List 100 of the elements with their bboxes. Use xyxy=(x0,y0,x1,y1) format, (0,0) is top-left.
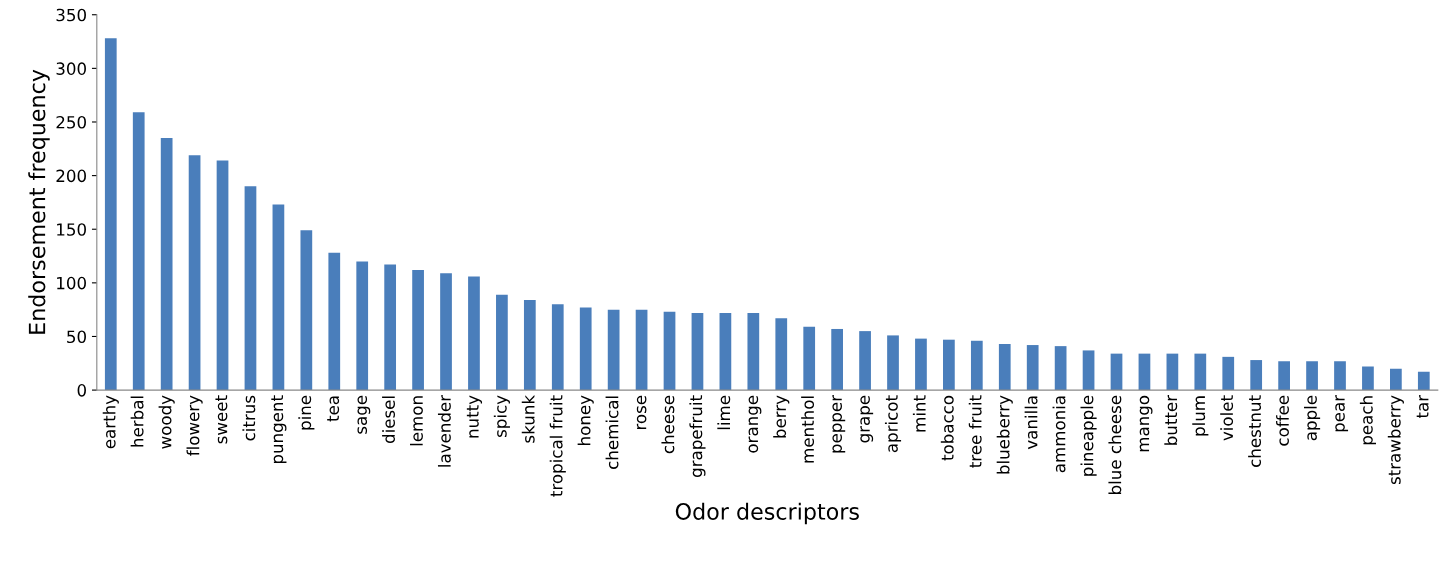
x-tick-label: nutty xyxy=(466,395,483,438)
bar xyxy=(663,311,676,391)
x-tick-label: herbal xyxy=(130,396,144,447)
x-tick-label: tree fruit xyxy=(968,395,982,468)
bar xyxy=(1194,353,1207,391)
bar xyxy=(412,269,424,391)
bar xyxy=(551,304,564,391)
y-tick-label: 350 xyxy=(56,8,86,22)
x-tick-label: tropical fruit xyxy=(549,395,566,497)
bar xyxy=(1306,361,1318,391)
bar xyxy=(1390,368,1402,391)
bar xyxy=(719,312,732,391)
bar xyxy=(1250,360,1263,391)
bar xyxy=(1278,361,1290,391)
x-tick-label: orange xyxy=(748,395,762,453)
x-tick-label: chestnut xyxy=(1248,395,1262,467)
y-tick-label: 100 xyxy=(57,276,86,290)
bar xyxy=(579,307,592,391)
bar xyxy=(1362,366,1374,391)
bar xyxy=(1334,361,1346,391)
bar xyxy=(970,340,983,391)
x-tick-label: spicy xyxy=(493,395,510,437)
bar xyxy=(887,335,899,391)
x-tick-label: tar xyxy=(1416,394,1429,419)
x-tick-label: coffee xyxy=(1276,395,1289,446)
x-tick-label: pine xyxy=(298,395,315,430)
x-tick-label: pungent xyxy=(271,395,287,464)
x-tick-label: diesel xyxy=(382,396,395,444)
bar xyxy=(859,331,871,391)
x-tick-label: pineapple xyxy=(1080,395,1097,476)
x-tick-label: cheese xyxy=(661,395,675,454)
x-tick-label: violet xyxy=(1220,395,1234,441)
bar xyxy=(998,343,1011,391)
x-tick-label: chemical xyxy=(605,396,619,469)
x-tick-label: mint xyxy=(912,395,926,432)
y-tick-label: 50 xyxy=(67,330,86,344)
x-tick-label: grapefruit xyxy=(689,395,706,477)
y-tick-label: 0 xyxy=(77,384,86,397)
y-axis-title: Endorsement frequency xyxy=(28,69,50,334)
bar xyxy=(328,252,341,391)
bar xyxy=(356,261,369,391)
bar xyxy=(607,309,620,391)
x-tick-label: skunk xyxy=(521,395,535,443)
bar xyxy=(384,264,397,391)
x-tick-label: butter xyxy=(1164,394,1178,445)
bar xyxy=(272,204,285,391)
x-tick-label: apricot xyxy=(884,395,902,453)
x-tick-label: sweet xyxy=(215,395,228,444)
x-tick-label: tobacco xyxy=(940,395,954,461)
y-tick-label: 250 xyxy=(56,115,86,129)
x-tick-label: blueberry xyxy=(996,395,1013,474)
x-tick-label: grape xyxy=(860,395,874,443)
x-tick-label: flowery xyxy=(186,395,203,456)
bar xyxy=(104,38,117,391)
bar xyxy=(160,138,173,391)
x-tick-label: vanilla xyxy=(1024,396,1038,450)
x-tick-label: earthy xyxy=(102,395,119,449)
bar xyxy=(1138,353,1151,391)
x-tick-label: berry xyxy=(773,395,790,438)
bar xyxy=(1054,346,1067,391)
x-tick-label: pear xyxy=(1335,394,1349,432)
bar xyxy=(775,318,788,391)
bar xyxy=(216,160,229,391)
x-tick-label: blue cheese xyxy=(1108,395,1122,494)
bar xyxy=(803,326,816,391)
bar xyxy=(300,230,313,391)
bar xyxy=(523,300,536,391)
bar xyxy=(635,309,648,391)
bar xyxy=(1026,345,1039,391)
bar xyxy=(1082,350,1095,391)
x-tick-label: sage xyxy=(357,395,371,434)
x-tick-label: rose xyxy=(636,395,647,430)
bar xyxy=(943,339,955,391)
bar xyxy=(468,276,480,391)
x-axis-title: Odor descriptors xyxy=(675,502,859,525)
x-tick-label: strawberry xyxy=(1387,395,1404,485)
x-tick-label: mango xyxy=(1139,395,1153,452)
bar xyxy=(747,312,760,391)
bar xyxy=(831,328,843,391)
x-tick-label: woody xyxy=(158,395,175,449)
x-tick-label: pepper xyxy=(832,394,846,453)
y-tick-label: 200 xyxy=(56,169,86,183)
x-tick-label: peach xyxy=(1359,396,1376,445)
bar xyxy=(915,338,927,391)
x-tick-label: honey xyxy=(577,395,594,445)
bar xyxy=(244,186,257,391)
bar xyxy=(691,312,704,391)
x-tick-label: tea xyxy=(327,396,340,422)
bar xyxy=(1110,353,1123,391)
bar xyxy=(188,155,201,391)
y-tick-label: 300 xyxy=(56,62,86,75)
x-tick-label: lavender xyxy=(437,394,451,467)
x-tick-label: ammonia xyxy=(1052,396,1066,473)
x-tick-label: lemon xyxy=(410,396,423,446)
x-tick-label: apple xyxy=(1303,395,1321,441)
bar xyxy=(1417,371,1430,391)
bar xyxy=(1166,353,1179,391)
bar xyxy=(132,112,145,391)
x-tick-label: citrus xyxy=(242,395,256,441)
bar xyxy=(440,273,452,391)
